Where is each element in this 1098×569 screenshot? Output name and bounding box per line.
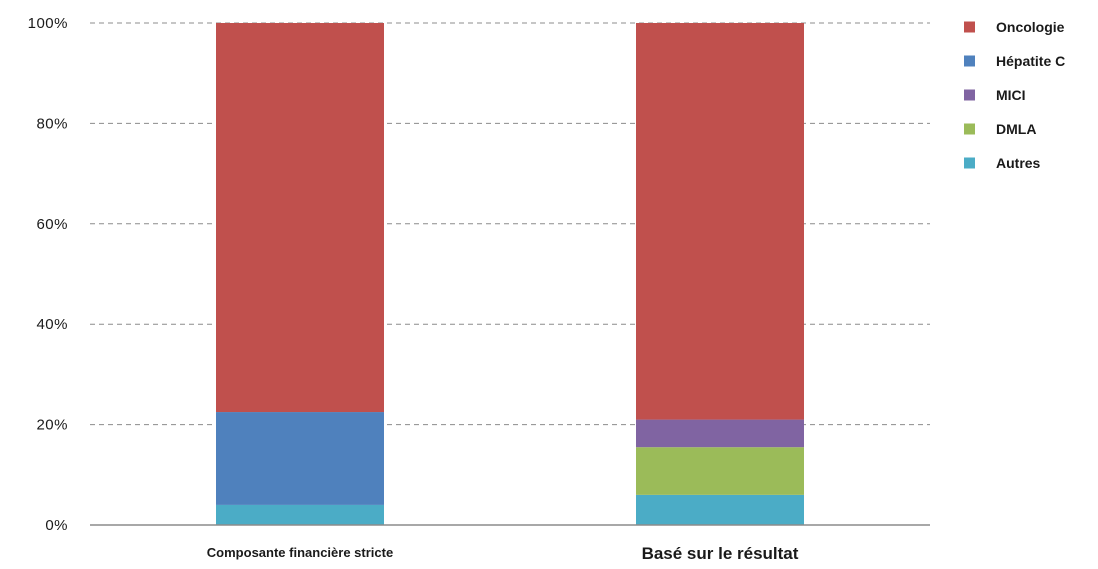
y-tick-label: 20% [36,417,68,434]
legend-swatch [964,89,975,101]
legend-swatch [964,21,975,33]
y-tick-label: 80% [36,115,68,132]
legend-label: DMLA [996,121,1036,137]
y-tick-label: 40% [36,316,68,333]
legend-label: Oncologie [996,19,1065,35]
y-tick-label: 100% [28,15,68,32]
axes: 0% 20% 40% 60% 80% 100% Composante financière … [28,15,930,563]
x-category-label: Composante financière stricte [207,545,393,560]
bars [216,23,804,525]
bar-segment-oncologie [636,23,804,420]
legend-swatch [964,123,975,135]
y-tick-label: 60% [36,216,68,233]
x-category-label: Basé sur le résultat [642,544,799,563]
legend-label: MICI [996,87,1026,103]
bar-segment-h-patite-c [216,412,384,505]
bar-segment-mici [636,419,804,448]
bar-segment-autres [216,504,384,525]
bar-segment-dmla [636,447,804,495]
legend-swatch [964,157,975,169]
legend: Oncologie Hépatite C MICI DMLA Autres [964,19,1065,171]
y-tick-label: 0% [45,517,68,534]
legend-label: Hépatite C [996,53,1065,69]
bar-segment-autres [636,494,804,525]
legend-label: Autres [996,155,1041,171]
bar-segment-oncologie [216,23,384,413]
legend-swatch [964,55,975,67]
